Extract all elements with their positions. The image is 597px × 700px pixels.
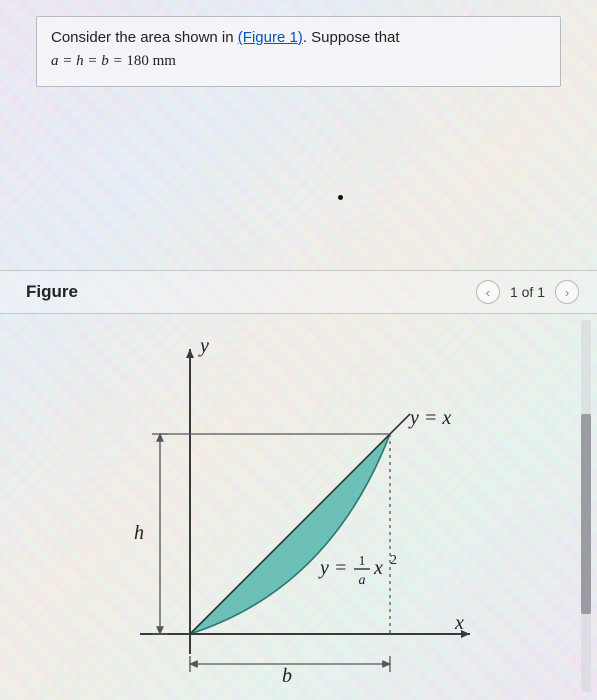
figure-pager: ‹ 1 of 1 › (476, 280, 579, 304)
svg-text:2: 2 (390, 553, 397, 568)
pager-next-button[interactable]: › (555, 280, 579, 304)
line-equation-label: y = x (408, 407, 451, 429)
curve-eq-denom: a (359, 573, 366, 588)
stray-dot (338, 195, 343, 200)
figure-link[interactable]: (Figure 1) (238, 29, 303, 46)
problem-suppose: . Suppose that (303, 29, 400, 46)
figure-label: Figure (26, 282, 78, 302)
curve-eq-x: x (373, 557, 383, 579)
problem-statement-box: Consider the area shown in (Figure 1). S… (36, 16, 561, 87)
x-axis-label: x (454, 612, 464, 634)
svg-text:x: x (373, 557, 383, 579)
figure-viewport: y x y = x h b y = 1 a x 2 (0, 314, 597, 700)
svg-text:1: 1 (359, 554, 366, 569)
curve-eq-prefix: y = (318, 557, 347, 579)
curve-eq-exp: 2 (390, 553, 397, 568)
pager-text: 1 of 1 (510, 284, 545, 300)
h-label: h (134, 522, 144, 544)
figure-header-bar: Figure ‹ 1 of 1 › (0, 270, 597, 314)
y-axis-label: y (198, 335, 209, 357)
curve-eq-numer: 1 (359, 554, 366, 569)
geometry-diagram: y x y = x h b y = 1 a x 2 (70, 324, 500, 684)
y-axis-arrow (186, 349, 194, 358)
svg-text:y =: y = (318, 557, 347, 579)
problem-equation: a = h = b = 180 mm (51, 53, 176, 69)
problem-intro: Consider the area shown in (51, 29, 238, 46)
chevron-left-icon: ‹ (486, 285, 490, 300)
line-y-equals-x (190, 414, 410, 634)
eq-lhs: a = h = b = (51, 53, 123, 69)
scrollbar-thumb[interactable] (581, 414, 591, 614)
b-label: b (282, 665, 292, 684)
eq-unit: mm (153, 53, 176, 69)
pager-prev-button[interactable]: ‹ (476, 280, 500, 304)
curve-equation-label: y = 1 a x 2 (318, 553, 397, 588)
chevron-right-icon: › (565, 285, 569, 300)
eq-value: 180 (126, 53, 149, 69)
svg-text:a: a (359, 573, 366, 588)
